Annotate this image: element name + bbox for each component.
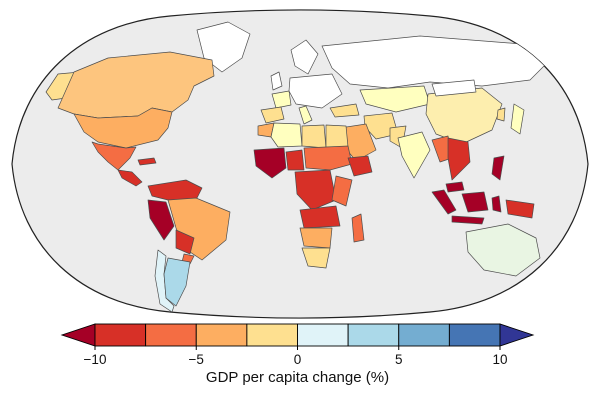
colorbar-tick-label-neg5: −5 [189,352,204,367]
colorbar-segment-4 [246,323,298,347]
region-italy [298,105,313,125]
region-bolivia [175,229,195,255]
colorbar: −10 −5 0 5 10 GDP per capita change (%) [60,323,535,386]
region-new-zealand [533,277,549,304]
region-south-africa [301,247,331,269]
colorbar-segment-1 [94,323,147,347]
colorbar-segment-8 [448,323,501,347]
colorbar-left-arrow [60,323,96,347]
region-central-asia [359,85,431,113]
region-namibia-botswana [299,227,333,249]
colorbar-tick-label-10: 10 [492,352,507,367]
colorbar-segment-2 [145,323,197,347]
colorbar-caption: GDP per capita change (%) [206,369,389,386]
region-korea [496,107,506,122]
region-india [397,131,431,179]
region-libya [301,124,327,149]
region-mexico [91,141,137,171]
region-sahel-sudan [303,145,353,171]
region-turkey [329,103,360,118]
region-australia [465,223,541,277]
colorbar-segment-7 [398,323,450,347]
region-angola-zambia [299,205,341,229]
colorbar-segment-3 [195,323,248,347]
region-central-america [117,169,143,187]
region-uk [270,71,283,91]
region-indochina [447,137,471,181]
colorbar-tick-label-0: 0 [294,352,302,367]
region-nigeria [285,149,305,171]
region-algeria [270,122,303,148]
colorbar-right-arrow [499,323,535,347]
region-france [271,90,292,109]
region-mongolia [431,79,477,97]
colorbar-segment-5 [297,323,349,347]
region-japan [510,103,525,135]
region-caribbean [137,157,157,166]
region-philippines [491,155,505,181]
region-sumatra [431,189,457,215]
region-peru [147,199,175,241]
region-java [451,215,485,225]
colorbar-tick-label-5: 5 [395,352,403,367]
colorbar-tick-label-neg10: −10 [84,352,107,367]
region-new-guinea [505,199,535,219]
region-malaysia [445,181,465,193]
region-sulawesi [491,195,502,213]
colorbar-segment-6 [347,323,400,347]
region-madagascar [351,213,365,243]
region-central-africa [294,169,337,211]
region-borneo [461,191,489,213]
region-horn-of-africa [347,155,373,177]
region-scandinavia [290,39,319,75]
region-russia [321,35,549,89]
region-west-africa [253,147,287,179]
region-argentina [163,257,191,307]
region-egypt [325,124,349,149]
region-usa [73,107,173,149]
region-east-africa [331,175,353,207]
region-china [425,87,503,145]
region-iberia [260,106,285,124]
map-regions [45,21,549,313]
